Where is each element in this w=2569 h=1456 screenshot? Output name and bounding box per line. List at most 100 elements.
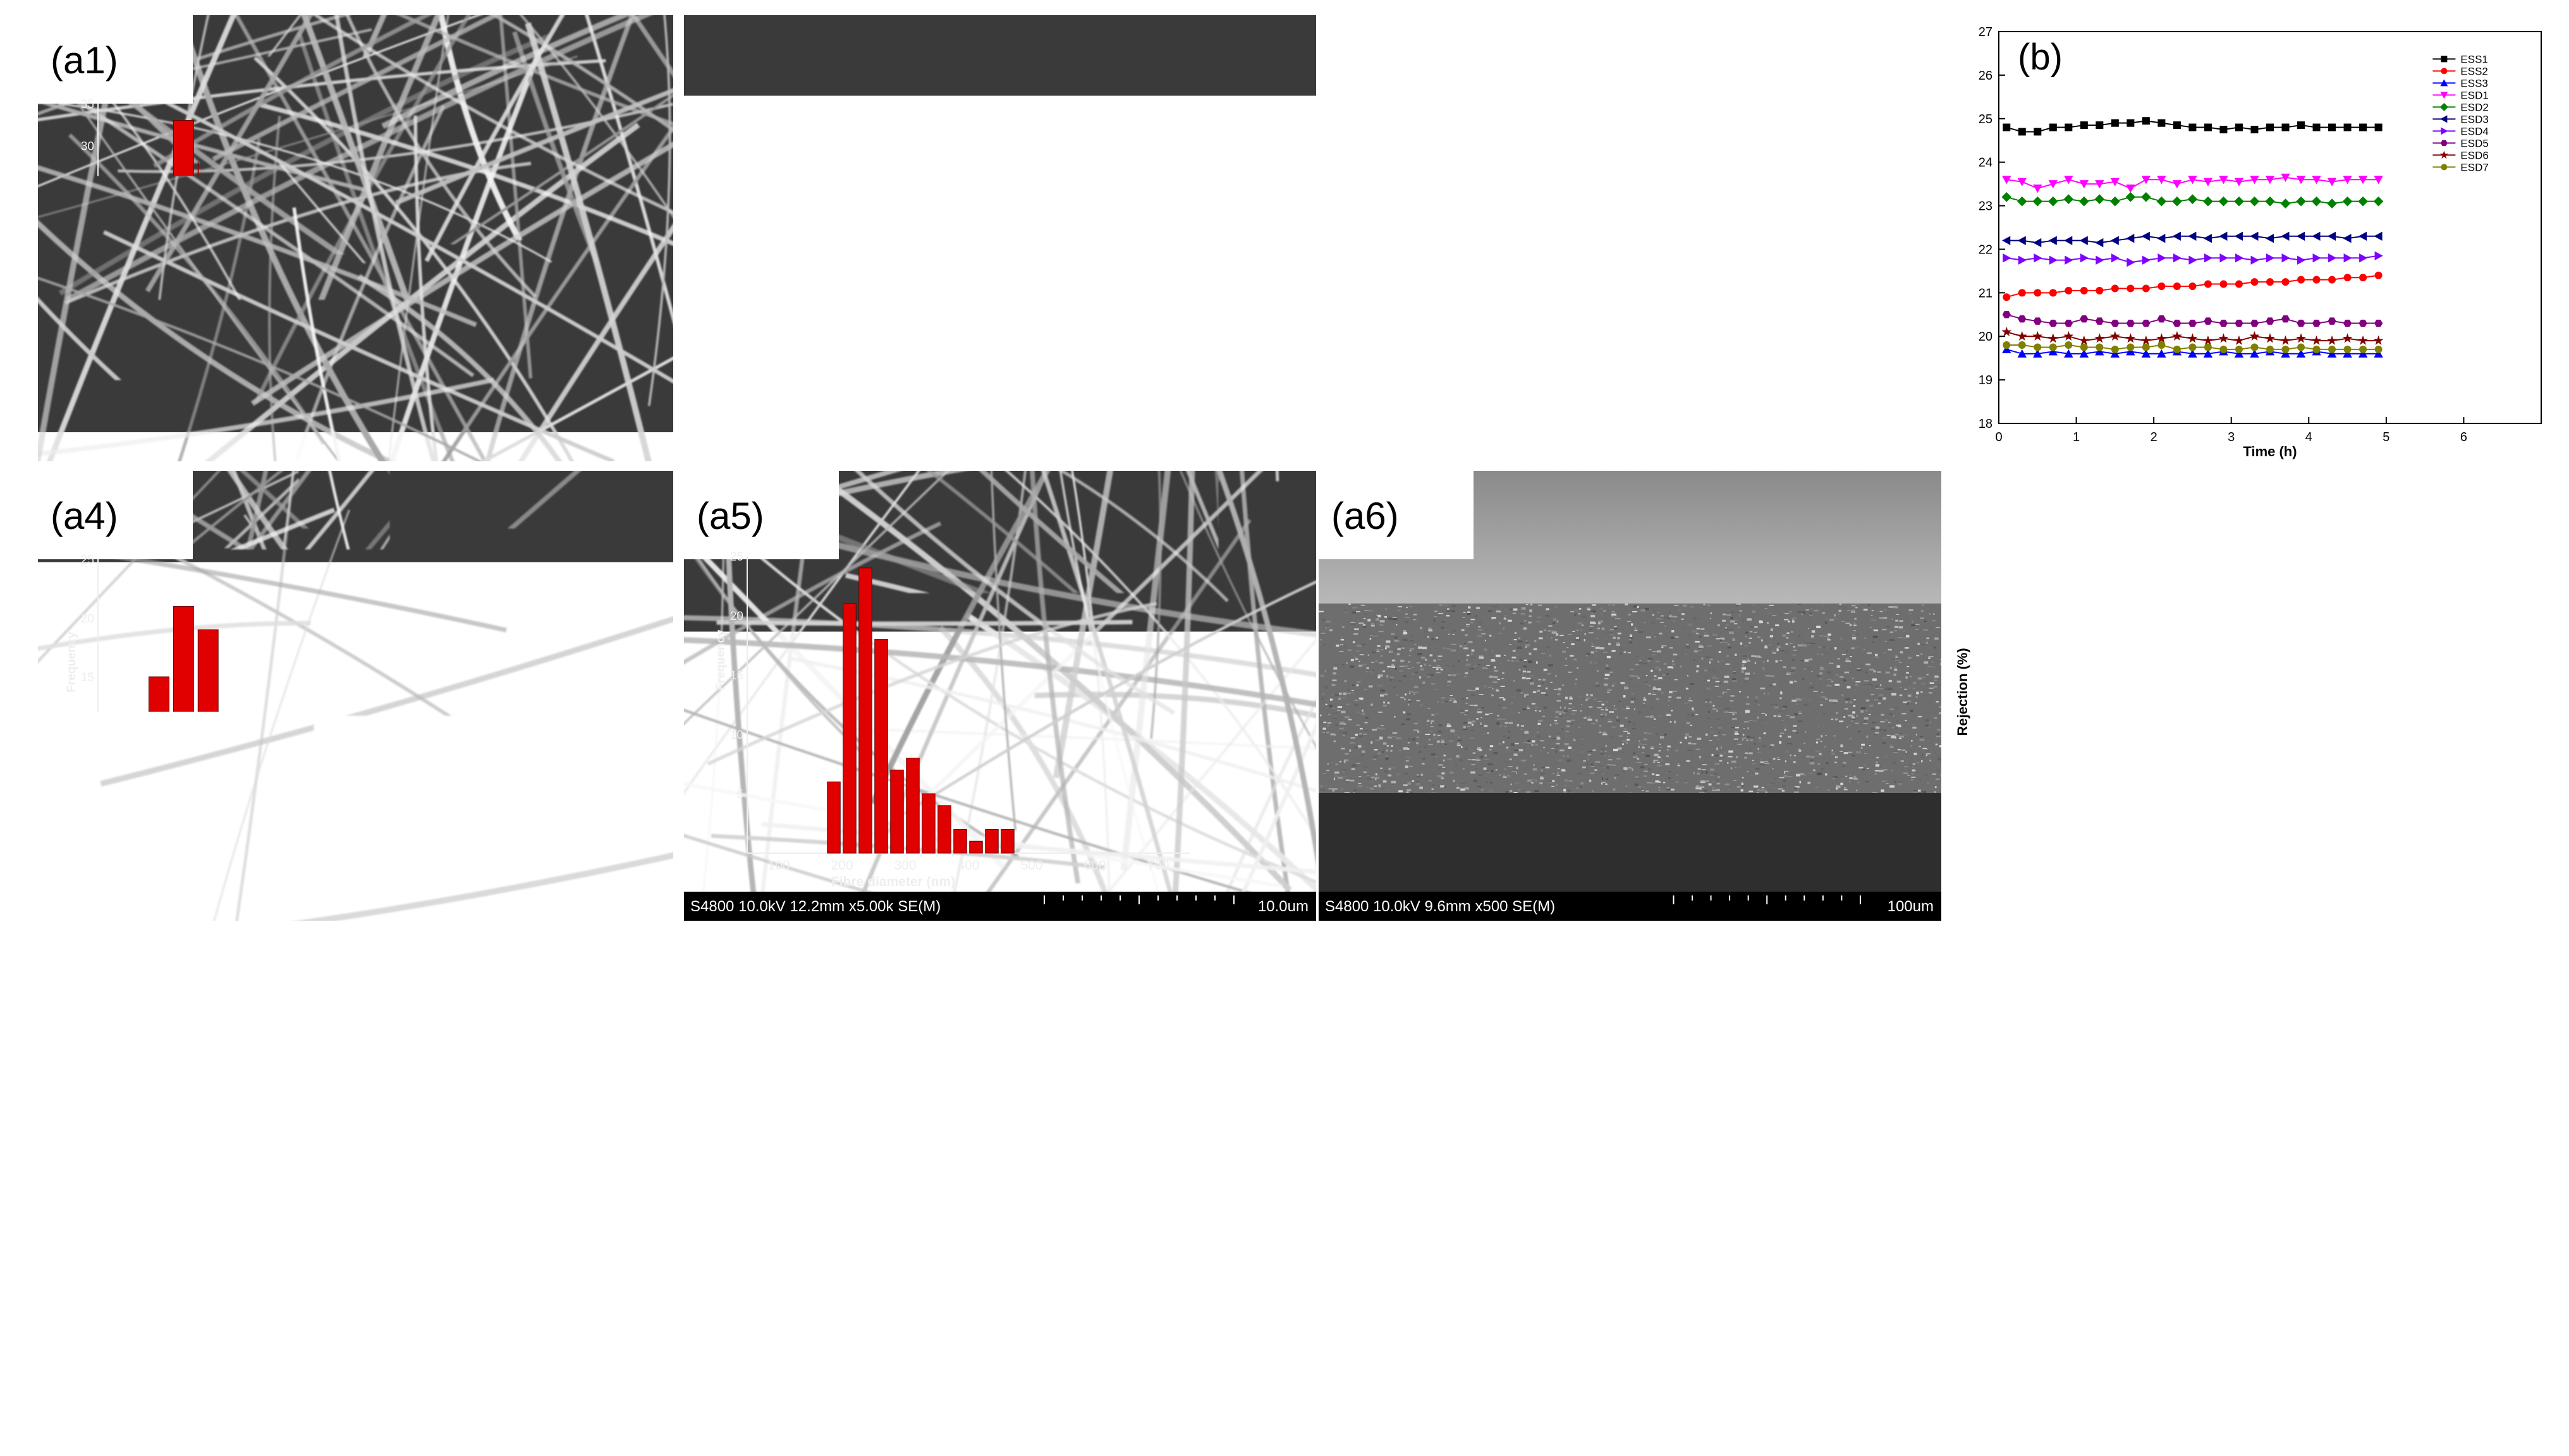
data-point <box>2344 253 2352 262</box>
data-point <box>2250 197 2260 207</box>
data-point <box>474 1053 483 1062</box>
data-point <box>1684 1310 1693 1319</box>
legend-entry: ESD2 <box>564 1094 595 1107</box>
y-tick-label: 21 <box>1979 286 1992 300</box>
chart-svg: 99.099.299.499.699.8100.0100.20 1 2 3 4 5 6Tim… <box>1944 926 2569 1456</box>
data-point <box>2150 555 2157 563</box>
chart-svg: 99.099.299.499.699.8100.0100.20 1 2 3 4 5 6Tim… <box>1305 926 1944 1456</box>
hist-y-tick-label: 15 <box>81 671 94 684</box>
x-tick-label: 6 <box>2460 898 2467 912</box>
data-point <box>2080 253 2089 262</box>
y-tick-label: 99.8 <box>58 1113 85 1129</box>
x-tick-label: 0 <box>88 1409 95 1424</box>
legend-entry: ESD4 <box>1843 1124 1875 1138</box>
data-point <box>2235 253 2243 262</box>
hist-bar <box>321 364 341 397</box>
y-axis-label: Rejection (%) <box>20 1143 37 1239</box>
sem-scale-label: 100um <box>1888 898 1934 915</box>
data-point <box>2126 185 2135 193</box>
x-axis-label: Time (h) <box>2243 444 2297 459</box>
data-point <box>2312 232 2320 241</box>
legend-entry: ESD7 <box>1843 1170 1875 1183</box>
data-point <box>2219 346 2227 353</box>
hist-bar <box>223 322 243 397</box>
data-point <box>2374 197 2384 207</box>
data-point <box>2001 327 2011 336</box>
data-point <box>2110 197 2120 207</box>
data-point <box>2142 284 2150 292</box>
data-point <box>2219 126 2227 133</box>
data-point <box>2127 320 2135 327</box>
legend-marker <box>2450 1110 2458 1119</box>
legend-entry: ESD1 <box>2460 551 2488 563</box>
hist-x-axis-label: Fibre diameter (nm) <box>831 419 955 434</box>
series-esd4 <box>2003 252 2383 267</box>
data-point <box>2142 117 2150 124</box>
data-point <box>2219 197 2229 207</box>
data-point <box>2173 232 2181 241</box>
data-point <box>895 1183 904 1192</box>
sem-image: S4800 10.0kV 10.2mm x5.00k SE(M) 10.0um(a… <box>38 15 673 461</box>
data-point <box>2281 315 2290 322</box>
series-line <box>2106 1279 2390 1346</box>
hist-x-tick-label: 150 <box>185 858 207 873</box>
data-point <box>969 1183 978 1192</box>
sem-image: S4800 10.0kV 11.9mm x5.00k SE(M) 10.0um(a… <box>38 471 673 921</box>
data-point <box>2315 1331 2324 1340</box>
data-point <box>2073 555 2080 563</box>
x-tick-label: 2 <box>243 1409 250 1424</box>
x-tick-label: 1 <box>165 1409 173 1424</box>
data-point <box>2250 320 2259 327</box>
y-tick-label: 20 <box>1979 330 1992 344</box>
legend-entry: ESD3 <box>2460 575 2488 587</box>
series-line <box>1470 1261 1761 1325</box>
data-point <box>2359 253 2367 262</box>
data-point <box>2127 258 2135 267</box>
x-axis-label: Time (h) <box>333 1429 392 1446</box>
data-point <box>2296 197 2306 207</box>
data-point <box>1539 1289 1547 1297</box>
chart-title: (Zn) <box>919 1004 947 1021</box>
hist-x-tick-label: 100 <box>767 403 790 417</box>
hist-x-tick-label: 350 <box>382 403 404 417</box>
data-point <box>2328 232 2336 241</box>
hist-bar <box>938 806 951 853</box>
data-point <box>2049 255 2058 264</box>
y-tick-label: 99.8 <box>719 1113 746 1129</box>
membrane-cross-section <box>1319 161 1941 385</box>
x-tick-label: 1 <box>1466 1409 1474 1424</box>
y-tick-label: 99.0 <box>2002 1395 2029 1410</box>
x-axis-label: Time (h) <box>981 1429 1040 1446</box>
legend-marker <box>2441 589 2448 597</box>
hist-x-tick-label: 100 <box>136 858 158 873</box>
hist-y-tick-label: 35 <box>81 98 94 111</box>
series-ess1 <box>2073 738 2390 782</box>
data-point <box>2266 234 2274 243</box>
data-point <box>2142 320 2150 327</box>
data-point <box>2204 253 2212 262</box>
sem-image: S4800 10.0kV 8.4mm x400 SE(M) 100um (a3) <box>1319 15 1941 461</box>
legend-marker <box>2451 1050 2458 1058</box>
hist-bar <box>223 748 243 853</box>
hist-bar <box>394 830 415 853</box>
hist-bar <box>891 279 904 397</box>
hist-bar <box>149 297 169 397</box>
hist-x-tick-label: 250 <box>284 403 306 417</box>
hist-bar <box>173 121 193 397</box>
hist-bar <box>906 758 920 853</box>
data-point <box>2101 1084 2112 1094</box>
panel-label: (b) <box>2018 37 2063 78</box>
hist-bar <box>370 841 391 853</box>
hist-bar <box>346 372 366 397</box>
chart-svg: 99.099.299.499.699.8100.0100.20 1 2 3 4 5 6Tim… <box>661 926 1305 1456</box>
hist-x-tick-label: 500 <box>1020 403 1042 417</box>
legend-entry: ESS2 <box>1843 1048 1874 1062</box>
hist-y-tick-label: 25 <box>81 182 94 195</box>
x-tick-label: 2 <box>2151 430 2157 444</box>
hist-y-tick-label: 5 <box>87 350 94 363</box>
hist-y-tick-label: 20 <box>730 610 743 623</box>
data-point <box>1757 1049 1766 1058</box>
data-point <box>2313 346 2321 353</box>
data-point <box>2064 194 2074 204</box>
hist-bar <box>938 350 951 397</box>
